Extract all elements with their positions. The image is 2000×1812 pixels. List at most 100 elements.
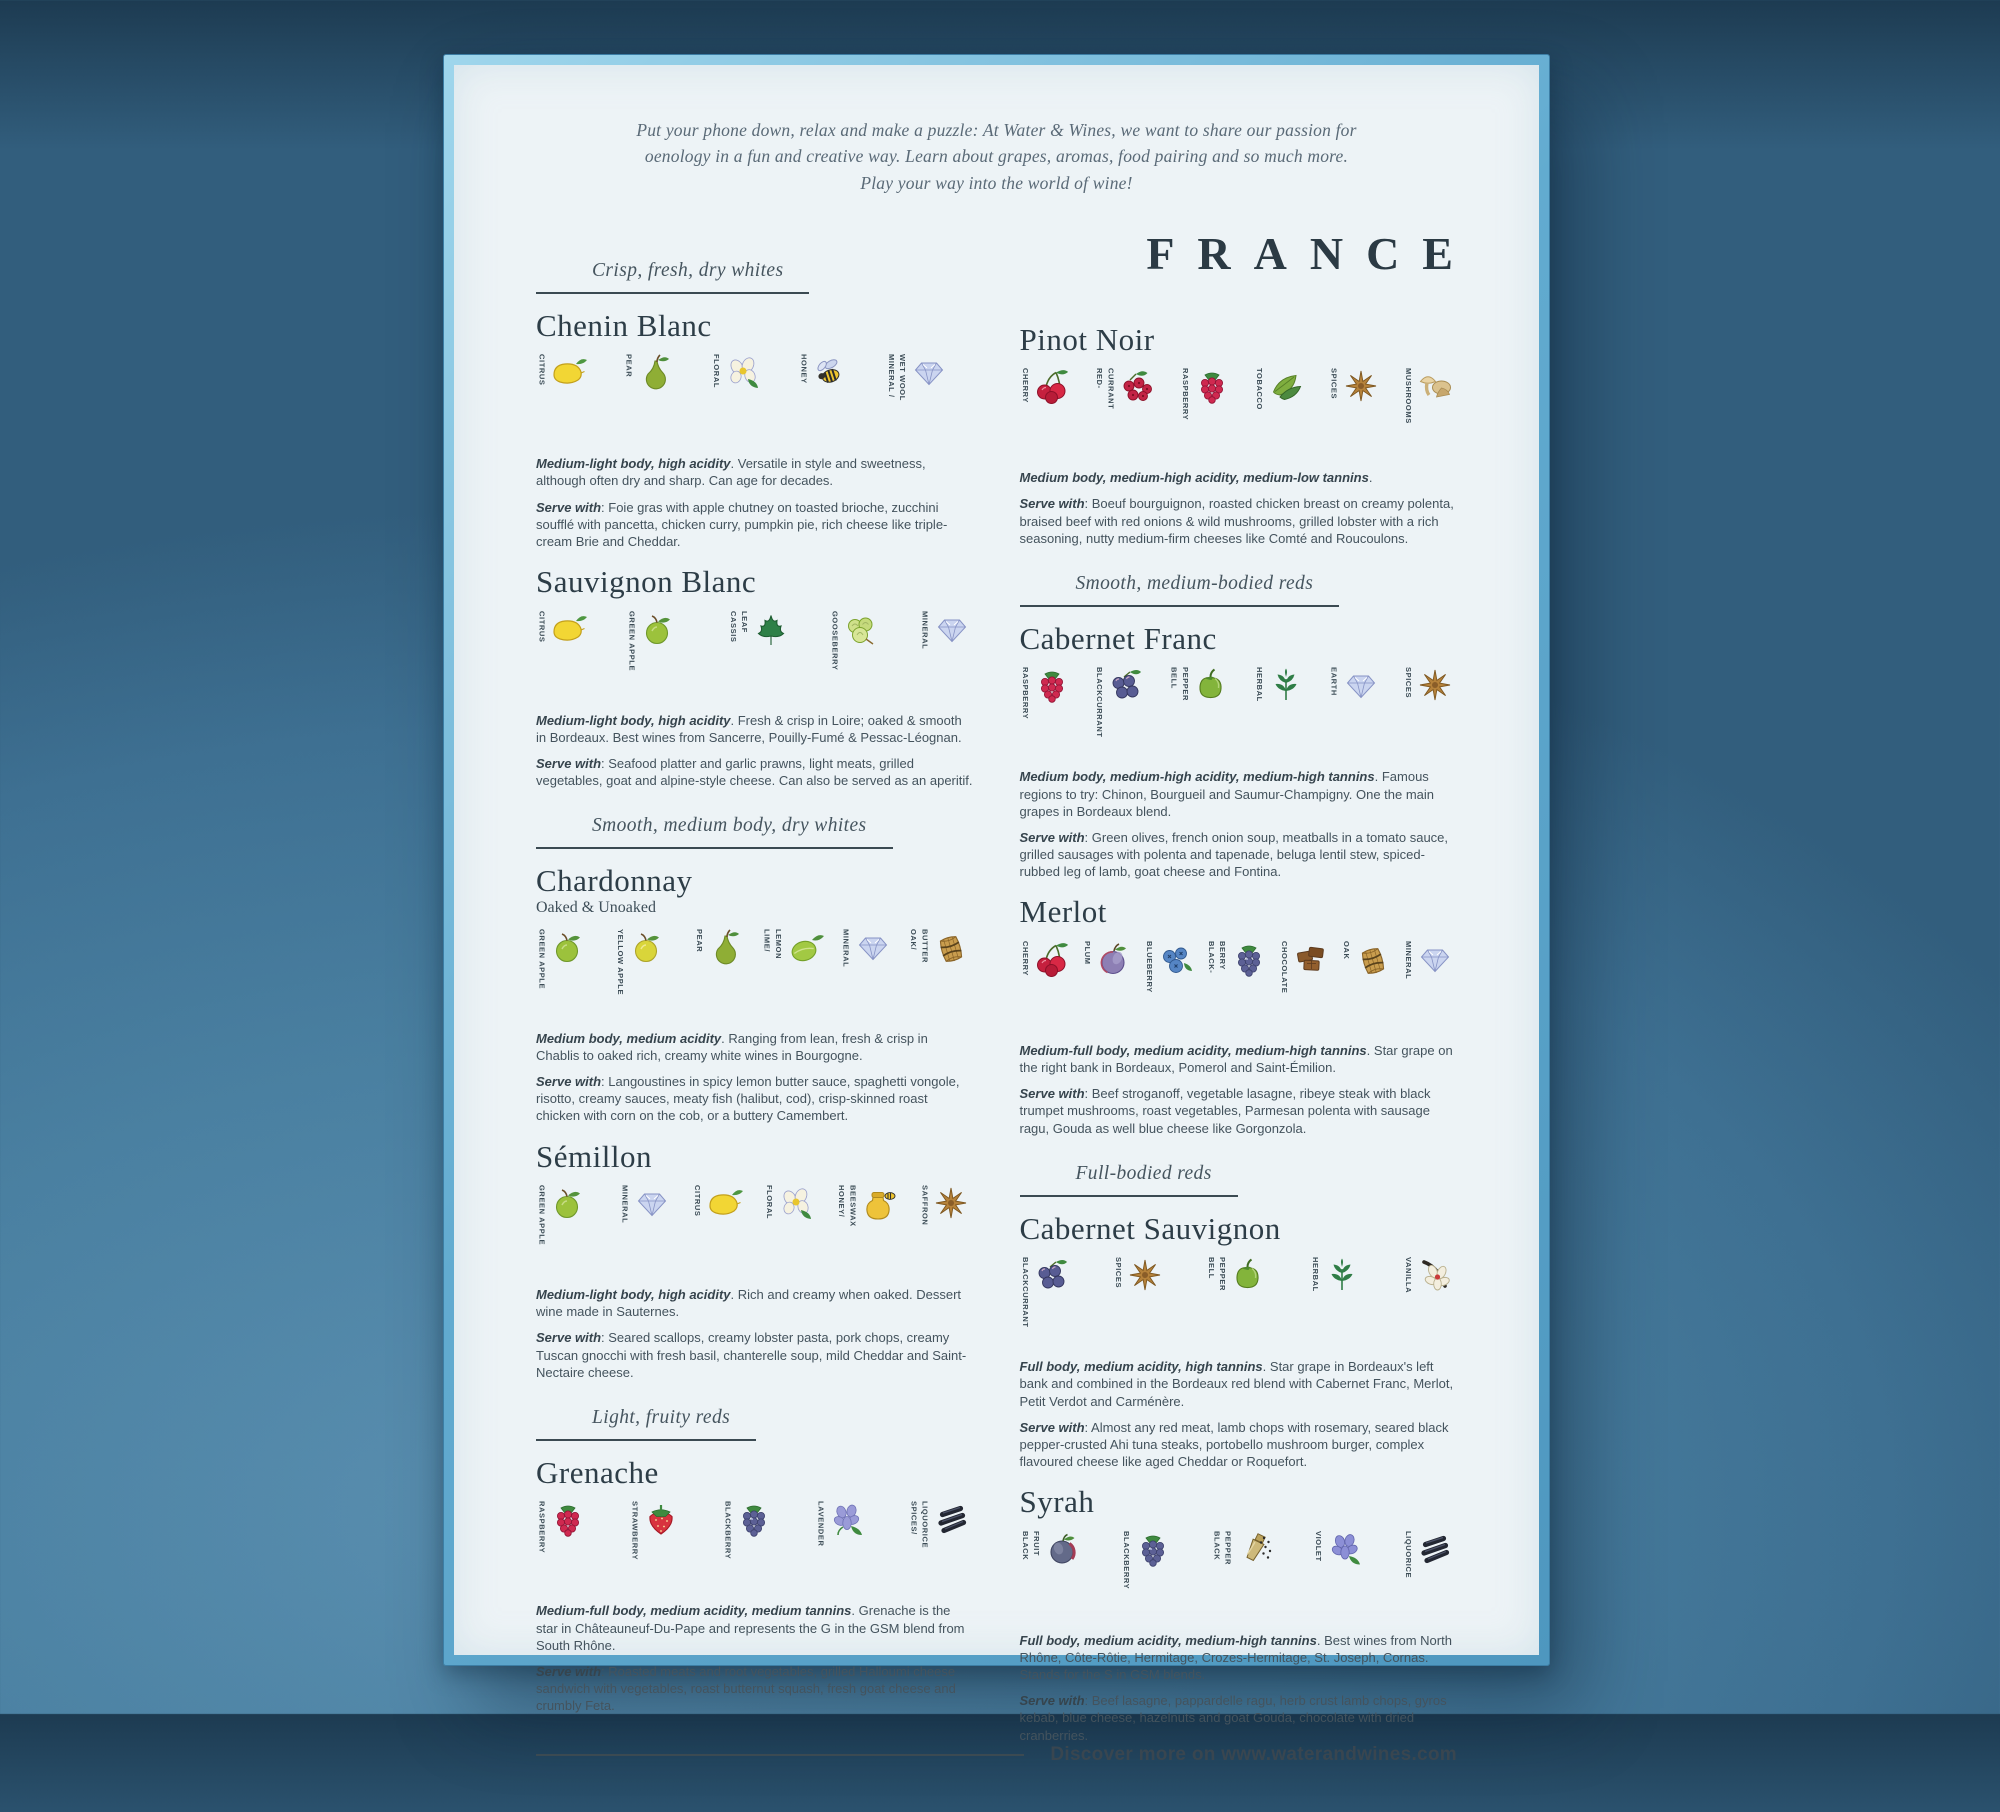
aroma-gooseberry: GOOSEBERRY [829, 609, 881, 670]
aroma-blackberry: BLACKBERRY [1121, 1529, 1173, 1589]
aroma-blackberry: BLACKBERRY [722, 1499, 774, 1560]
serve-with: Serve with: Boeuf bourguignon, roasted c… [1020, 495, 1458, 546]
aroma-herbal: HERBAL [1254, 665, 1306, 705]
serve-text: : Boeuf bourguignon, roasted chicken bre… [1019, 496, 1454, 546]
profile-text: . Best wines from North Rhône, Côte-Rôti… [1019, 1632, 1452, 1683]
wine-section-grenache: Grenache RASPBERRY STRAWBERRY BLACKBERRY LAV… [536, 1456, 974, 1714]
serve-text: : Green olives, french onion soup, meatb… [1019, 829, 1449, 880]
wine-title: Sauvignon Blanc [536, 564, 757, 600]
aroma-label: GREEN APPLE [537, 1185, 547, 1246]
serve-with: Serve with: Green olives, french onion s… [1020, 829, 1458, 880]
poster-footer: Discover more on www.waterandwines.com [536, 1744, 1457, 1812]
serve-lead: Serve with [536, 1330, 602, 1346]
profile-text: . Star grape in Bordeaux's left bank and… [1019, 1359, 1454, 1409]
tasting-profile: Medium-light body, high acidity. Versati… [536, 455, 974, 489]
wine-subtitle: Oaked & Unoaked [536, 898, 656, 916]
aroma-mineral: MINERAL [619, 1183, 671, 1224]
aroma-spices: SPICES [1113, 1255, 1165, 1295]
serve-text: : Foie gras with apple chutney on toaste… [536, 499, 948, 549]
serve-with: Serve with: Roasted meats and root veget… [536, 1663, 974, 1714]
profile-text: . Famous regions to try: Chinon, Bourgue… [1019, 769, 1435, 819]
aroma-row: CITRUS GREEN APPLE CASSIS LEAF GOOSEBERRY MI… [536, 609, 972, 703]
tasting-profile: Full body, medium acidity, medium-high t… [1020, 1632, 1458, 1683]
profile-text: . Ranging from lean, fresh & crisp in Ch… [536, 1030, 928, 1063]
aroma-label: LIQUORICE [1404, 1530, 1413, 1578]
tasting-profile: Full body, medium acidity, high tannins.… [1020, 1358, 1458, 1409]
plum-icon [1094, 939, 1134, 979]
greenapple-icon [548, 927, 588, 967]
aroma-label: SPICES/ LIQUORICE [909, 1501, 930, 1549]
serve-with: Serve with: Foie gras with apple chutney… [536, 499, 974, 550]
aroma-green-apple: GREEN APPLE [536, 927, 600, 989]
herbal-icon [1266, 665, 1306, 705]
blackfruit-icon [1043, 1529, 1083, 1569]
profile-text: . Rich and creamy when oaked. Dessert wi… [536, 1287, 962, 1320]
aroma-spices: SPICES [1403, 665, 1455, 705]
grinder-icon [1235, 1529, 1275, 1569]
wine-section-chenin-blanc: Chenin Blanc CITRUS PEAR FLORAL HONEY MINERAL… [536, 309, 974, 550]
aroma-label: GOOSEBERRY [830, 610, 840, 671]
mushroom-icon [1415, 366, 1455, 406]
aroma-raspberry: RASPBERRY [536, 1499, 588, 1554]
blackcurrant-icon [1106, 665, 1146, 705]
content-columns: Crisp, fresh, dry whites Chenin Blanc CITR… [454, 234, 1539, 1744]
aroma-green-apple: GREEN APPLE [626, 609, 690, 671]
serve-with: Serve with: Langoustines in spicy lemon … [536, 1073, 974, 1124]
wine-section-chardonnay: Chardonnay Oaked & Unoaked GREEN APPLE YELL… [536, 865, 974, 1124]
wine-title: Sémillon [536, 1138, 652, 1174]
tasting-profile: Medium-full body, medium acidity, medium… [1020, 1042, 1458, 1076]
serve-text: : Almost any red meat, lamb chops with r… [1019, 1419, 1449, 1470]
liquorice-icon [1415, 1529, 1455, 1569]
aroma-label: FLORAL [764, 1185, 774, 1220]
aroma-label: CHOCOLATE [1280, 940, 1289, 994]
aroma-label: OAK [1342, 940, 1351, 960]
serve-text: : Beef lasagne, pappardelle ragu, herb c… [1019, 1693, 1447, 1743]
blueberry-icon [1156, 939, 1196, 979]
aroma-tobacco: TOBACCO [1254, 366, 1306, 410]
aroma-yellow-apple: YELLOW APPLE [615, 927, 679, 995]
aroma-label: BELL PEPPER [1206, 1257, 1227, 1292]
diamond-icon [1341, 665, 1381, 705]
aroma-bell-pepper: BELL PEPPER [1168, 665, 1232, 705]
aroma-row: GREEN APPLE MINERAL CITRUS FLORAL HONEY/ BEE… [536, 1183, 972, 1277]
redcurrant-icon [1117, 366, 1157, 406]
aroma-label: MINERAL [620, 1185, 630, 1224]
aroma-violet: VIOLET [1313, 1529, 1365, 1569]
aroma-pear: PEAR [623, 352, 675, 392]
aroma-label: BLACK- BERRY [1206, 940, 1227, 974]
aroma-row: RASPBERRY BLACKCURRANT BELL PEPPER HERBAL EA… [1020, 665, 1456, 759]
aroma-row: RASPBERRY STRAWBERRY BLACKBERRY LAVENDER SPI… [536, 1499, 972, 1593]
greenapple-icon [638, 609, 678, 649]
aroma-row: GREEN APPLE YELLOW APPLE PEAR LIME/ LEMON MI… [536, 927, 972, 1021]
aroma-label: BLACKCURRANT [1020, 1257, 1030, 1328]
serve-lead: Serve with [1019, 496, 1085, 512]
liquorice-icon [932, 1499, 972, 1539]
serve-lead: Serve with [536, 1074, 602, 1090]
aroma-citrus: CITRUS [536, 609, 588, 649]
country-title: FRANCE [1146, 228, 1476, 279]
serve-lead: Serve with [536, 499, 602, 515]
aroma-label: CASSIS LEAF [728, 610, 750, 643]
yellowapple-icon [627, 927, 667, 967]
aroma-label: LAVENDER [816, 1501, 826, 1547]
footer-divider [536, 1753, 1025, 1756]
herbal-icon [1322, 1255, 1362, 1295]
aroma-label: RASPBERRY [1180, 368, 1190, 421]
aroma-cassis-leaf: CASSIS LEAF [728, 609, 792, 649]
serve-lead: Serve with [1019, 829, 1085, 845]
aroma-raspberry: RASPBERRY [1180, 366, 1232, 421]
star-icon [1125, 1255, 1165, 1295]
serve-with: Serve with: Beef lasagne, pappardelle ra… [1020, 1692, 1458, 1743]
blackberry-icon [1133, 1529, 1173, 1569]
wine-section-syrah: Syrah BLACK FRUIT BLACKBERRY BLACK PEPPER VI… [1020, 1486, 1458, 1743]
aroma-label: MINERAL [920, 610, 930, 649]
serve-lead: Serve with [1019, 1086, 1085, 1102]
profile-lead: Medium-full body, medium acidity, medium… [1019, 1042, 1367, 1058]
aroma-plum: PLUM [1082, 939, 1134, 979]
aroma-label: CHERRY [1020, 368, 1030, 404]
aroma-floral: FLORAL [711, 352, 763, 392]
aroma-row: BLACKCURRANT SPICES BELL PEPPER HERBAL VANIL… [1020, 1255, 1456, 1349]
aroma-label: CHERRY [1020, 940, 1030, 976]
aroma-lavender: LAVENDER [815, 1499, 867, 1547]
aroma-label: BLACKBERRY [723, 1501, 733, 1560]
